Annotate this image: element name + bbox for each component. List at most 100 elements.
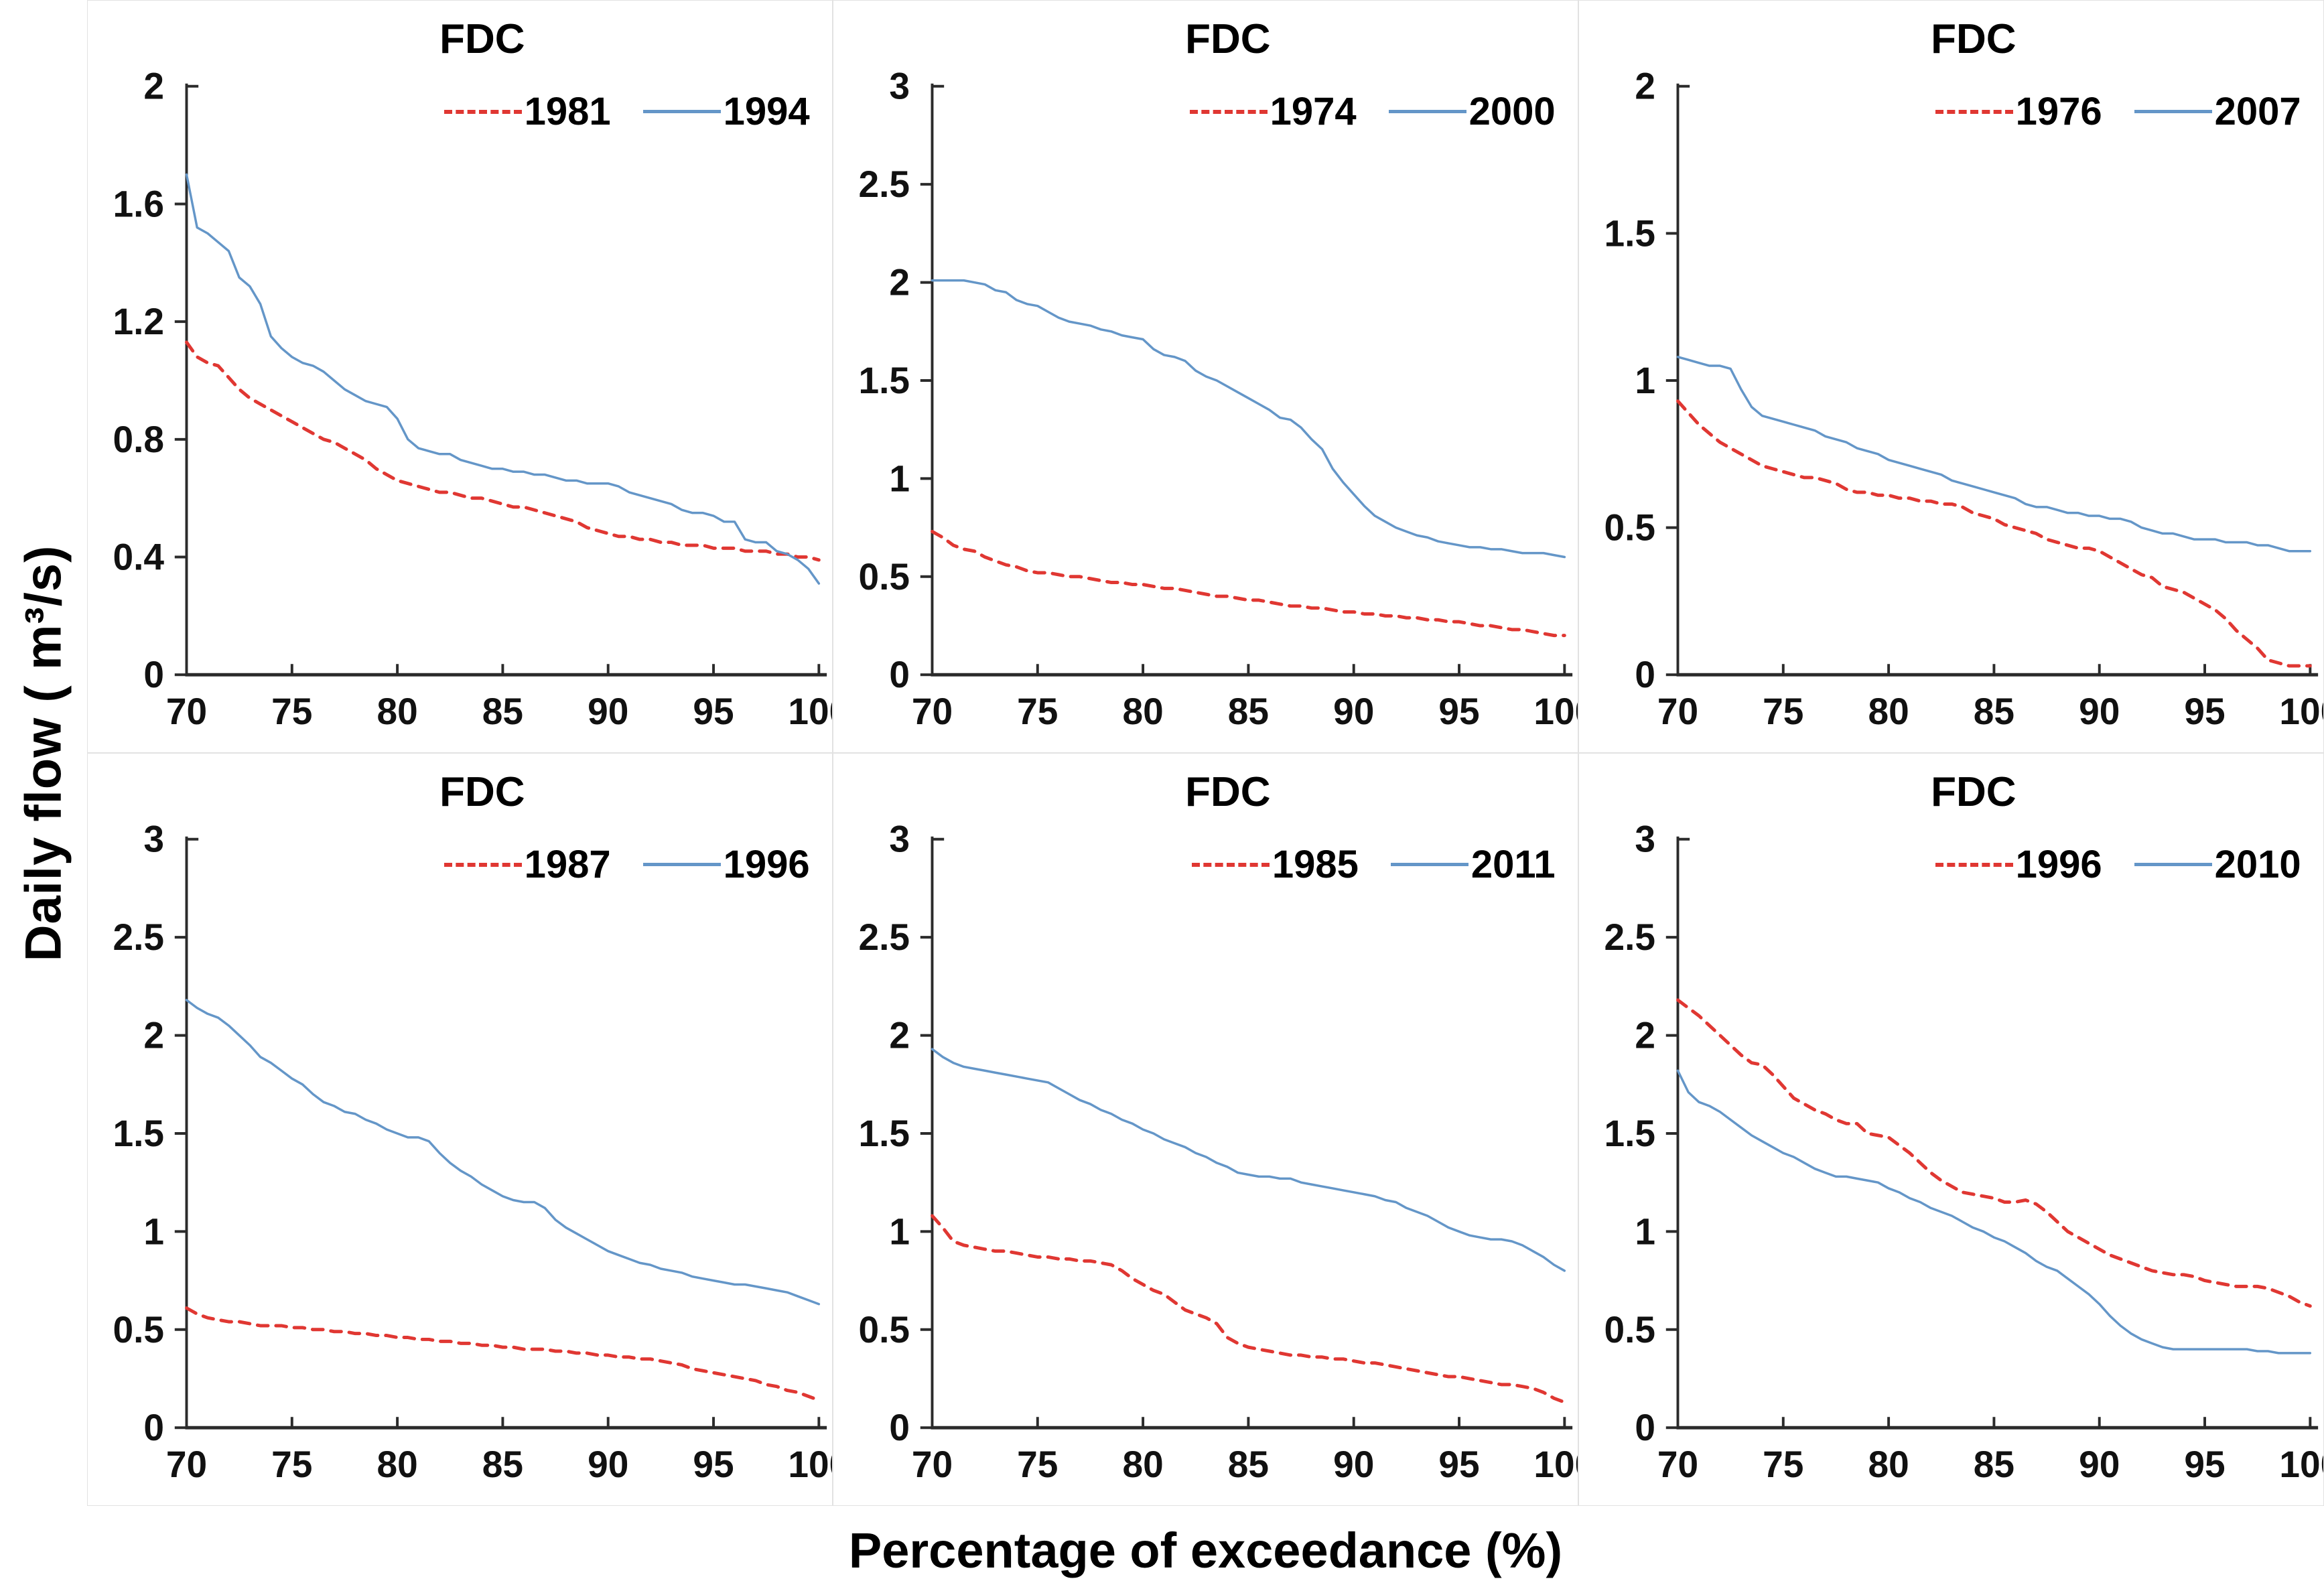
legend-item-dashed: 1987 (443, 842, 611, 887)
legend-label-year: 2007 (2214, 90, 2301, 134)
legend-item-dashed: 1976 (1935, 89, 2102, 134)
fdc-plot-top-left: 0 0.4 0.8 1.2 1.6 2 70 75 80 85 90 95 100 (113, 65, 832, 732)
chart-title: FDC (439, 769, 525, 816)
svg-text:1: 1 (1635, 1210, 1655, 1252)
svg-text:100: 100 (1533, 691, 1578, 732)
svg-text:2: 2 (143, 65, 164, 107)
svg-text:80: 80 (1122, 1444, 1163, 1485)
svg-text:75: 75 (1763, 1444, 1803, 1485)
svg-text:70: 70 (166, 691, 207, 732)
svg-text:0.5: 0.5 (859, 555, 910, 597)
legend: 1996 2010 (1935, 842, 2301, 887)
shared-x-axis-label-container: Percentage of exceedance (%) (87, 1506, 2324, 1595)
svg-text:100: 100 (788, 1444, 832, 1485)
legend-item-solid: 1994 (642, 89, 810, 134)
svg-text:85: 85 (1974, 691, 2014, 732)
svg-text:95: 95 (2184, 1444, 2225, 1485)
svg-text:1.2: 1.2 (113, 301, 165, 342)
svg-text:0.5: 0.5 (113, 1308, 165, 1350)
svg-text:3: 3 (889, 818, 910, 859)
legend-item-solid: 2010 (2134, 842, 2301, 887)
svg-text:75: 75 (1017, 691, 1058, 732)
svg-text:0.4: 0.4 (113, 536, 165, 577)
svg-text:0: 0 (143, 1407, 164, 1448)
legend-item-solid: 1996 (642, 842, 810, 887)
fdc-plot-bottom-left: 0 0.5 1 1.5 2 2.5 3 70 75 80 85 90 95 100 (113, 818, 832, 1485)
svg-text:85: 85 (1228, 691, 1269, 732)
svg-text:0.5: 0.5 (859, 1308, 910, 1350)
svg-text:70: 70 (1657, 691, 1698, 732)
svg-text:1: 1 (889, 1210, 910, 1252)
svg-text:100: 100 (2279, 691, 2323, 732)
legend-label-year: 1985 (1272, 843, 1359, 887)
legend-label-year: 2011 (1471, 843, 1556, 887)
svg-text:3: 3 (889, 65, 910, 107)
chart-title: FDC (1931, 16, 2017, 63)
svg-text:1: 1 (889, 458, 910, 499)
legend-label-year: 1974 (1270, 90, 1357, 134)
fdc-panel-bottom-left: FDC 1987 1996 0 0.5 1 1.5 2 2.5 3 70 75 80 85 90 95 1… (87, 753, 833, 1506)
svg-text:80: 80 (1868, 1444, 1909, 1485)
svg-text:1.5: 1.5 (113, 1113, 165, 1154)
legend-label-year: 1994 (723, 90, 810, 134)
svg-text:0: 0 (889, 654, 910, 695)
shared-y-axis-label: Daily flow ( m³/s) (15, 545, 72, 961)
svg-text:80: 80 (1868, 691, 1909, 732)
solid-line-swatch (1388, 110, 1466, 114)
svg-text:70: 70 (166, 1444, 207, 1485)
svg-text:100: 100 (1533, 1444, 1578, 1485)
legend-item-dashed: 1996 (1935, 842, 2102, 887)
svg-text:2: 2 (889, 261, 910, 303)
svg-text:1.6: 1.6 (113, 183, 165, 224)
fdc-panel-bottom-middle: FDC 1985 2011 0 0.5 1 1.5 2 2.5 3 70 75 80 85 90 95 1… (833, 753, 1578, 1506)
svg-text:75: 75 (271, 691, 312, 732)
legend-item-dashed: 1981 (443, 89, 611, 134)
svg-text:85: 85 (1974, 1444, 2014, 1485)
fdc-panel-top-middle: FDC 1974 2000 0 0.5 1 1.5 2 2.5 3 70 75 80 85 90 95 1… (833, 0, 1578, 753)
svg-text:70: 70 (912, 691, 953, 732)
dashed-line-swatch (443, 109, 522, 114)
svg-text:70: 70 (1657, 1444, 1698, 1485)
fdc-panel-top-left: FDC 1981 1994 0 0.4 0.8 1.2 1.6 2 70 75 80 85 90 95… (87, 0, 833, 753)
svg-text:70: 70 (912, 1444, 953, 1485)
svg-text:95: 95 (693, 691, 734, 732)
svg-text:2: 2 (889, 1014, 910, 1056)
svg-text:2: 2 (1635, 65, 1655, 107)
legend-item-dashed: 1974 (1189, 89, 1357, 134)
svg-text:1.5: 1.5 (859, 1113, 910, 1154)
svg-text:90: 90 (588, 691, 628, 732)
dashed-line-swatch (1191, 862, 1270, 867)
svg-text:1: 1 (1635, 360, 1655, 401)
legend-label-year: 1996 (723, 843, 810, 887)
legend-label-year: 1996 (2015, 843, 2102, 887)
svg-text:2.5: 2.5 (113, 916, 165, 958)
dashed-line-swatch (1189, 109, 1268, 114)
svg-text:0.8: 0.8 (113, 418, 165, 460)
svg-text:2.5: 2.5 (859, 916, 910, 958)
svg-text:0: 0 (1635, 654, 1655, 695)
legend-label-year: 2000 (1468, 90, 1556, 134)
svg-text:2: 2 (1635, 1014, 1655, 1056)
legend-label-year: 2010 (2214, 843, 2301, 887)
svg-text:1: 1 (143, 1210, 164, 1252)
legend-item-solid: 2007 (2134, 89, 2301, 134)
svg-text:90: 90 (1333, 691, 1374, 732)
svg-text:90: 90 (2079, 691, 2120, 732)
svg-text:0.5: 0.5 (1604, 1308, 1656, 1350)
shared-x-axis-label: Percentage of exceedance (%) (848, 1523, 1563, 1578)
solid-line-swatch (1390, 863, 1468, 867)
fdc-plot-top-right: 0 0.5 1 1.5 2 70 75 80 85 90 95 100 (1604, 65, 2323, 732)
svg-text:2.5: 2.5 (1604, 916, 1656, 958)
svg-text:1.5: 1.5 (1604, 212, 1656, 254)
svg-text:0.5: 0.5 (1604, 506, 1656, 548)
dashed-line-swatch (443, 862, 522, 867)
legend: 1987 1996 (443, 842, 810, 887)
solid-line-swatch (2134, 863, 2212, 867)
svg-text:0: 0 (1635, 1407, 1655, 1448)
svg-text:0: 0 (143, 654, 164, 695)
svg-text:90: 90 (1333, 1444, 1374, 1485)
svg-text:85: 85 (1228, 1444, 1269, 1485)
svg-text:80: 80 (377, 691, 417, 732)
chart-title: FDC (1185, 769, 1271, 816)
